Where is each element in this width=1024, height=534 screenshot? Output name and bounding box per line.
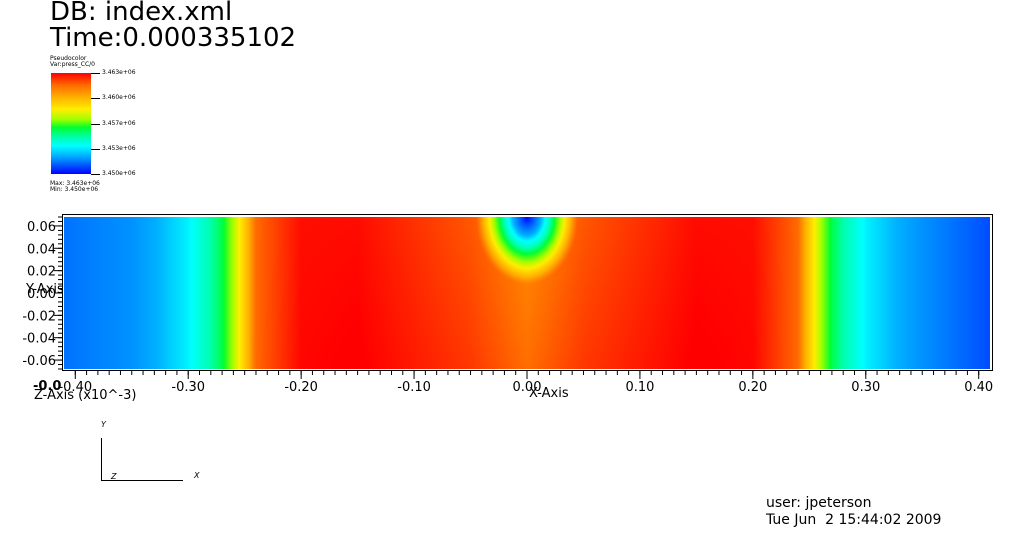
x-tick-label: 0.00 bbox=[513, 380, 542, 395]
legend-tick-label: 3.457e+06 bbox=[102, 120, 136, 127]
legend-tick-mark bbox=[91, 124, 100, 125]
date-label: Tue Jun 2 15:44:02 2009 bbox=[766, 512, 942, 528]
legend-variable: Var:press_CC/0 bbox=[50, 61, 96, 68]
database-title: DB: index.xml bbox=[50, 0, 233, 27]
triad-z-label: Z bbox=[111, 472, 117, 481]
x-tick-label: 0.20 bbox=[738, 380, 767, 395]
legend-tick-label: 3.453e+06 bbox=[102, 145, 136, 152]
triad-x-line bbox=[101, 480, 183, 481]
legend-max: Max: 3.463e+06 bbox=[50, 180, 100, 187]
z-axis-tick-label: -0.0 bbox=[33, 379, 62, 394]
legend-min: Min: 3.450e+06 bbox=[50, 186, 99, 193]
triad-y-label: Y bbox=[101, 420, 106, 429]
triad-y-line bbox=[101, 438, 102, 480]
y-tick-label: -0.06 bbox=[22, 354, 56, 369]
y-tick-label: 0.04 bbox=[27, 242, 56, 257]
legend-color-bar bbox=[51, 73, 91, 174]
legend-tick-label: 3.463e+06 bbox=[102, 69, 136, 76]
y-tick-label: 0.06 bbox=[27, 220, 56, 235]
triad-x-label: X bbox=[194, 471, 200, 480]
x-tick-label: 0.30 bbox=[851, 380, 880, 395]
y-axis-label: Y-Axis bbox=[26, 282, 64, 297]
y-tick-label: 0.02 bbox=[27, 265, 56, 280]
x-tick-label: 0.40 bbox=[964, 380, 993, 395]
x-tick-label: -0.30 bbox=[171, 380, 205, 395]
y-tick-label: 0.00 bbox=[27, 287, 56, 302]
legend-tick-mark bbox=[91, 98, 100, 99]
y-tick-label: -0.02 bbox=[22, 309, 56, 324]
x-axis-label: X-Axis bbox=[529, 386, 569, 401]
legend-plot-type: Pseudocolor bbox=[50, 55, 87, 62]
legend-tick-label: 3.450e+06 bbox=[102, 170, 136, 177]
legend-tick-mark bbox=[91, 73, 100, 74]
user-label: user: jpeterson bbox=[766, 495, 872, 511]
x-tick-label: -0.20 bbox=[284, 380, 318, 395]
x-tick-label: 0.10 bbox=[625, 380, 654, 395]
y-tick-label: -0.04 bbox=[22, 332, 56, 347]
pressure-field bbox=[64, 217, 990, 369]
time-title: Time:0.000335102 bbox=[50, 23, 297, 53]
legend-tick-label: 3.460e+06 bbox=[102, 94, 136, 101]
x-tick-label: -0.40 bbox=[58, 380, 92, 395]
x-tick-label: -0.10 bbox=[397, 380, 431, 395]
legend-tick-mark bbox=[91, 174, 100, 175]
z-axis-label: Z-Axis (x10^-3) bbox=[34, 388, 137, 403]
legend-tick-mark bbox=[91, 149, 100, 150]
